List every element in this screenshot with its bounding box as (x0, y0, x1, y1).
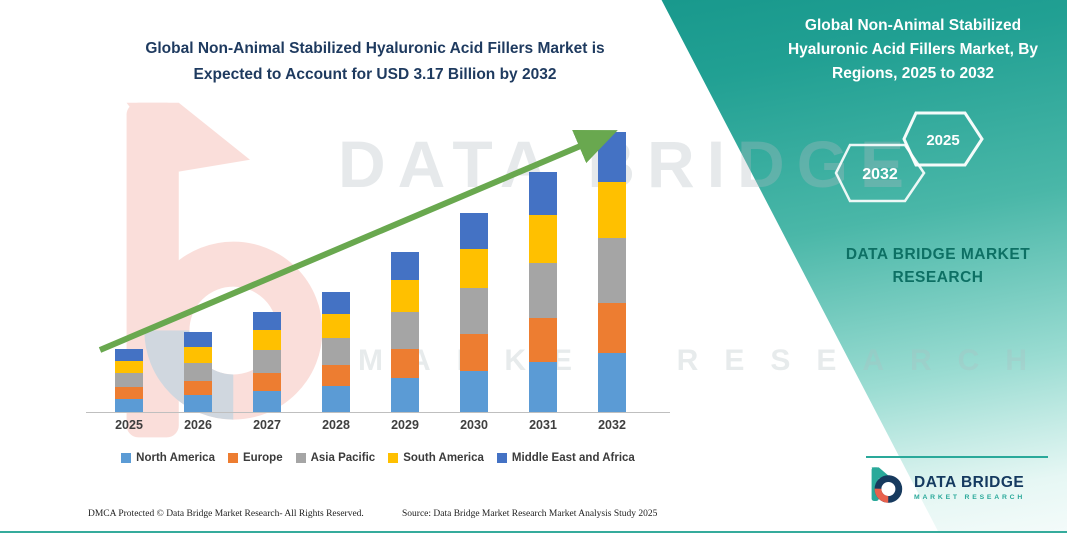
bar-segment (322, 365, 350, 387)
bar-segment (529, 262, 557, 319)
stacked-bar-2031 (529, 171, 557, 412)
bar-segment (253, 312, 281, 330)
dbmr-logo: DATA BRIDGE MARKET RESEARCH (866, 456, 1048, 510)
bar-segment (598, 182, 626, 239)
bar-segment (184, 331, 212, 347)
bar-segment (391, 312, 419, 350)
legend-item: North America (121, 452, 215, 464)
hexagon-badge-2025-label: 2025 (926, 132, 959, 149)
source-note: Source: Data Bridge Market Research Mark… (402, 509, 658, 519)
stacked-bar-chart: 2025 2026 2027 2028 2029 2030 2031 2032 (86, 120, 670, 432)
legend-label: South America (403, 452, 484, 464)
bar-segment (253, 390, 281, 412)
logo-divider-line (866, 456, 1048, 458)
chart-title-line-2: Expected to Account for USD 3.17 Billion… (193, 65, 557, 83)
legend-label: Middle East and Africa (511, 452, 635, 464)
x-axis-label: 2026 (184, 418, 212, 432)
stacked-bar-2027 (253, 312, 281, 412)
x-axis-label: 2032 (598, 418, 626, 432)
bottom-accent-line (0, 531, 1067, 533)
chart-legend: North America Europe Asia Pacific South Ame… (72, 452, 684, 464)
bar-segment (322, 386, 350, 412)
hexagon-icon (902, 111, 984, 167)
bar-segment (460, 334, 488, 371)
logo-tagline: MARKET RESEARCH (914, 493, 1026, 501)
legend-item: Middle East and Africa (496, 452, 635, 464)
legend-swatch (227, 453, 238, 463)
bar-segment (598, 302, 626, 353)
bar-segment (391, 349, 419, 379)
bar-segment (391, 252, 419, 281)
stacked-bar-2029 (391, 252, 419, 412)
stacked-bar-2026 (184, 331, 212, 412)
legend-label: Europe (242, 452, 283, 464)
x-axis-label: 2028 (322, 418, 350, 432)
hexagon-badge-2032: 2032 (833, 142, 927, 209)
legend-label: North America (136, 452, 215, 464)
legend-item: Asia Pacific (295, 452, 376, 464)
legend-swatch (388, 453, 399, 463)
bar-segment (391, 280, 419, 313)
dbmr-b-logo-icon (866, 465, 906, 510)
bar-segment (529, 318, 557, 362)
x-axis-label: 2030 (460, 418, 488, 432)
hexagon-icon (834, 143, 926, 203)
hexagon-badge-2025: 2025 (901, 110, 985, 173)
right-panel-brand-text: DATA BRIDGE MARKET RESEARCH (838, 243, 1038, 290)
bar-segment (253, 373, 281, 391)
x-axis-label: 2031 (529, 418, 557, 432)
bar-segment (115, 398, 143, 412)
right-panel-title: Global Non-Animal Stabilized Hyaluronic … (787, 17, 1039, 83)
bar-segment (460, 248, 488, 289)
upward-trend-arrow-icon (98, 129, 618, 353)
x-axis-line (86, 412, 670, 413)
stacked-bar-2025 (115, 349, 143, 412)
x-axis-label: 2027 (253, 418, 281, 432)
right-panel-brand-line-2: RESEARCH (892, 269, 984, 287)
bar-segment (253, 329, 281, 351)
bar-segment (460, 370, 488, 412)
bar-segment (184, 395, 212, 412)
bar-segment (391, 378, 419, 412)
bar-segment (115, 360, 143, 374)
bar-segment (460, 212, 488, 249)
bar-segment (322, 314, 350, 338)
bar-segment (322, 291, 350, 315)
bars-container: 2025 2026 2027 2028 2029 2030 2031 2032 (92, 120, 670, 432)
bar-segment (115, 349, 143, 361)
stacked-bar-2028 (322, 291, 350, 412)
legend-swatch (496, 453, 507, 463)
bar-segment (598, 352, 626, 412)
bar-segment (322, 337, 350, 366)
legend-label: Asia Pacific (310, 452, 376, 464)
bar-segment (184, 381, 212, 396)
legend-item: South America (388, 452, 484, 464)
hexagon-badge-2032-label: 2032 (862, 166, 898, 183)
bar-segment (115, 373, 143, 388)
logo-name: DATA BRIDGE (914, 473, 1025, 491)
legend-item: Europe (227, 452, 283, 464)
chart-title: Global Non-Animal Stabilized Hyaluronic … (70, 36, 680, 87)
bar-segment (529, 215, 557, 263)
bar-segment (460, 288, 488, 335)
dmca-notice: DMCA Protected © Data Bridge Market Rese… (88, 509, 364, 519)
x-axis-label: 2029 (391, 418, 419, 432)
bar-segment (598, 238, 626, 303)
bar-segment (184, 362, 212, 382)
bar-segment (115, 387, 143, 399)
legend-swatch (295, 453, 306, 463)
x-axis-label: 2025 (115, 418, 143, 432)
bar-segment (253, 350, 281, 374)
chart-title-line-1: Global Non-Animal Stabilized Hyaluronic … (145, 40, 605, 57)
bar-segment (184, 346, 212, 363)
bar-segment (529, 361, 557, 412)
legend-swatch (121, 453, 132, 463)
right-panel-brand-line-1: DATA BRIDGE MARKET (845, 246, 1031, 263)
stacked-bar-2030 (460, 212, 488, 412)
bar-segment (529, 171, 557, 216)
